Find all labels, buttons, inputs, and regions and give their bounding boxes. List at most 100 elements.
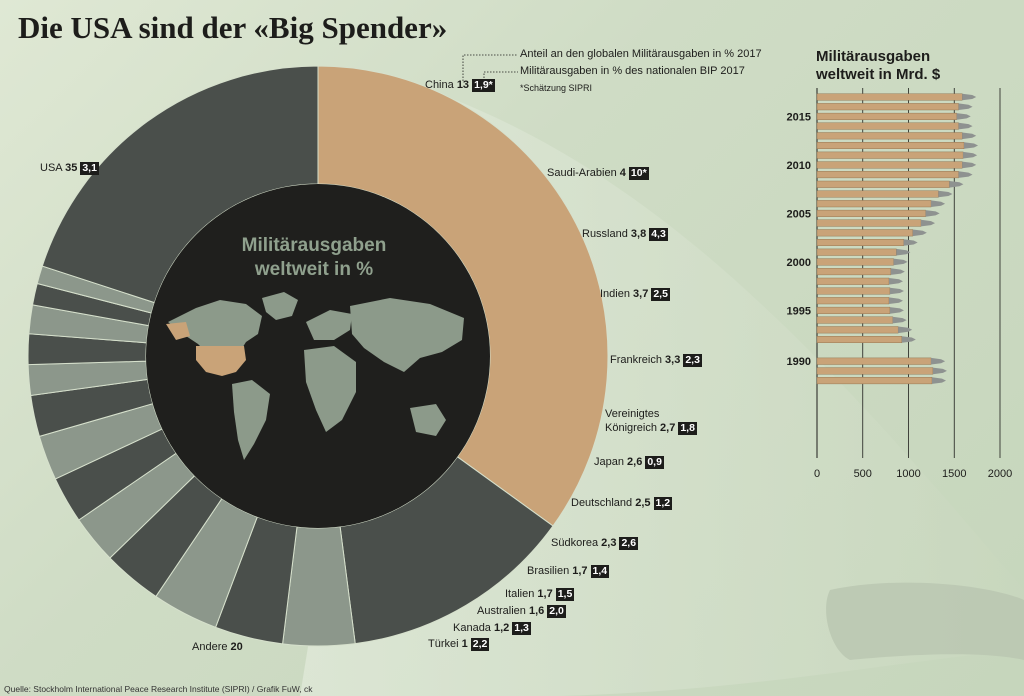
label-share: 3,7 bbox=[633, 288, 649, 300]
year-label: 2005 bbox=[787, 208, 811, 220]
bar-1988 bbox=[816, 377, 933, 385]
bar-tip-1989 bbox=[932, 367, 947, 375]
bar-tip-1997 bbox=[889, 287, 904, 295]
label-gdp: 3,1 bbox=[80, 162, 99, 175]
label-share: 4 bbox=[619, 167, 626, 179]
bar-1996 bbox=[816, 297, 890, 305]
bar-1992 bbox=[816, 336, 903, 344]
label-name-line2: Königreich bbox=[605, 422, 657, 434]
map-africa bbox=[304, 346, 356, 432]
bar-tip-2015 bbox=[956, 113, 971, 120]
bar-1999 bbox=[816, 268, 892, 276]
label-share: 2,6 bbox=[627, 456, 643, 468]
label-share: 2,5 bbox=[635, 497, 651, 509]
map-australia bbox=[410, 404, 446, 436]
bar-1989 bbox=[816, 367, 934, 375]
bar-tip-2010 bbox=[962, 161, 977, 169]
label-name: China bbox=[425, 79, 454, 91]
bar-1995 bbox=[816, 306, 891, 314]
label-name: Kanada bbox=[453, 622, 491, 634]
label-vereinigtes-königreich: Vereinigtes Königreich 2,7 1,8 bbox=[605, 407, 697, 435]
map-greenland bbox=[262, 292, 298, 320]
bar-tip-2006 bbox=[931, 200, 946, 207]
bar-tip-1990 bbox=[931, 357, 946, 365]
bar-2012 bbox=[816, 141, 965, 149]
donut-center-line1: Militärausgaben bbox=[242, 235, 387, 256]
bar-tip-2017 bbox=[962, 93, 977, 101]
legend-note: *Schätzung SIPRI bbox=[520, 83, 593, 93]
label-name: Indien bbox=[600, 288, 630, 300]
label-name: Russland bbox=[582, 228, 628, 240]
label-name: Türkei bbox=[428, 638, 459, 650]
bar-tip-1999 bbox=[890, 268, 905, 275]
map-asia bbox=[350, 298, 464, 372]
bar-tip-1993 bbox=[898, 326, 913, 334]
label-name: Südkorea bbox=[551, 537, 599, 549]
label-share: 1,2 bbox=[494, 622, 510, 634]
bar-2008 bbox=[816, 180, 950, 188]
bar-tip-2014 bbox=[958, 122, 973, 130]
label-gdp: 2,6 bbox=[619, 537, 639, 550]
bar-2009 bbox=[816, 171, 959, 179]
label-japan: Japan 2,6 0,9 bbox=[594, 456, 664, 469]
bar-1997 bbox=[816, 287, 891, 295]
label-gdp: 2,0 bbox=[547, 605, 566, 618]
bar-tip-1996 bbox=[889, 297, 904, 304]
year-label: 2000 bbox=[787, 257, 811, 269]
map-usa bbox=[196, 346, 246, 376]
bar-chart-title: Militärausgaben weltweit in Mrd. $ bbox=[816, 48, 940, 84]
legend-line2: Militärausgaben in % des nationalen BIP … bbox=[520, 65, 745, 77]
label-gdp: 4,3 bbox=[649, 228, 668, 241]
label-indien: Indien 3,7 2,5 bbox=[600, 288, 670, 301]
bar-tip-1995 bbox=[889, 307, 904, 314]
label-australien: Australien 1,6 2,0 bbox=[477, 605, 566, 618]
label-name: Saudi-Arabien bbox=[547, 167, 617, 179]
label-frankreich: Frankreich 3,3 2,3 bbox=[610, 354, 702, 367]
label-share: 3,8 bbox=[630, 228, 647, 240]
bar-2010 bbox=[816, 161, 963, 169]
bar-2014 bbox=[816, 122, 959, 130]
bar-1994 bbox=[816, 316, 893, 324]
label-name: Brasilien bbox=[527, 565, 570, 577]
label-name: Frankreich bbox=[610, 354, 662, 366]
label-gdp: 1,2 bbox=[653, 497, 673, 510]
bar-tip-2007 bbox=[938, 190, 953, 198]
bar-2002 bbox=[816, 238, 904, 246]
bar-tip-2012 bbox=[964, 142, 979, 149]
label-name: Andere bbox=[192, 641, 228, 653]
bar-1998 bbox=[816, 277, 890, 285]
bar-tip-2004 bbox=[921, 219, 936, 227]
bar-1993 bbox=[816, 326, 899, 334]
map-europe bbox=[306, 310, 352, 340]
bar-2017 bbox=[816, 93, 963, 101]
label-gdp: 2,5 bbox=[651, 288, 670, 301]
bar-title-line2: weltweit in Mrd. $ bbox=[816, 66, 941, 83]
x-tick-label: 0 bbox=[814, 468, 820, 480]
source-note: Quelle: Stockholm International Peace Re… bbox=[4, 684, 313, 694]
label-name: USA bbox=[40, 162, 63, 174]
bar-2013 bbox=[816, 132, 963, 140]
donut-slices bbox=[27, 65, 609, 647]
label-gdp: 1,8 bbox=[678, 422, 697, 435]
year-label: 1990 bbox=[787, 356, 811, 368]
label-name: Italien bbox=[505, 588, 535, 600]
label-deutschland: Deutschland 2,5 1,2 bbox=[571, 497, 673, 510]
x-tick-label: 1500 bbox=[942, 468, 966, 480]
bar-tip-2005 bbox=[925, 210, 940, 217]
bar-2004 bbox=[816, 219, 922, 227]
label-share: 35 bbox=[65, 162, 78, 174]
map-alaska bbox=[166, 322, 190, 340]
bar-tip-2001 bbox=[896, 248, 911, 256]
year-label: 1995 bbox=[787, 305, 811, 317]
label-gdp: 2,2 bbox=[470, 638, 490, 651]
bar-tip-2013 bbox=[962, 132, 977, 140]
bar-tip-2000 bbox=[893, 258, 908, 266]
label-name: Australien bbox=[477, 605, 526, 617]
label-name: Deutschland bbox=[571, 497, 633, 509]
label-gdp: 2,3 bbox=[683, 354, 702, 367]
bar-2001 bbox=[816, 248, 897, 256]
bar-2015 bbox=[816, 112, 957, 120]
label-gdp: 1,4 bbox=[590, 565, 610, 578]
bar-tip-1998 bbox=[889, 278, 904, 285]
